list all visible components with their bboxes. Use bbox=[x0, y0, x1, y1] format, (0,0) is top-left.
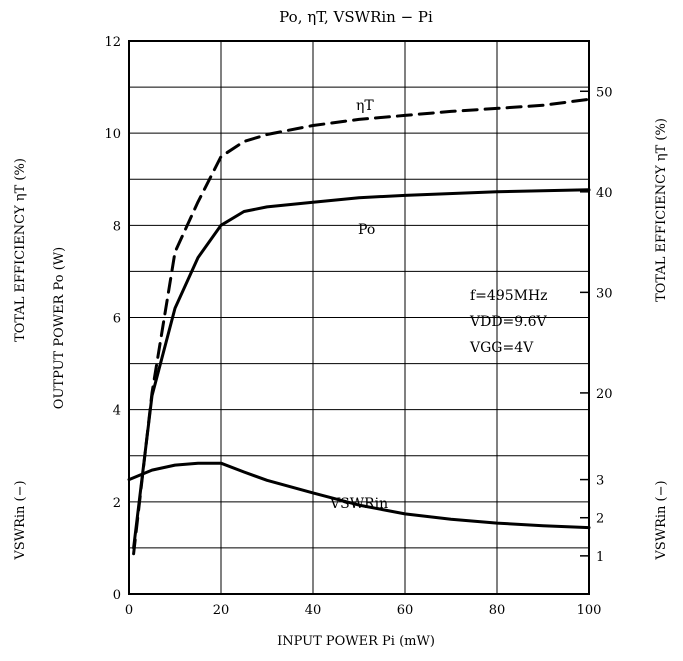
x-tick-label: 100 bbox=[577, 603, 602, 618]
right-efficiency-tick-label: 20 bbox=[596, 387, 613, 402]
condition-vgg: VGG=4V bbox=[469, 340, 534, 356]
condition-freq: f=495MHz bbox=[470, 288, 548, 304]
series-po-line bbox=[132, 188, 591, 550]
chart-title: Po, ηT, VSWRin − Pi bbox=[279, 8, 433, 26]
series-lines bbox=[127, 97, 591, 556]
left-label-vswr: VSWRin (−) bbox=[13, 480, 28, 560]
condition-vdd: VDD=9.6V bbox=[469, 314, 548, 330]
left-label-power: OUTPUT POWER Po (W) bbox=[52, 247, 67, 409]
series-label-po: Po bbox=[358, 222, 375, 238]
x-tick-label: 60 bbox=[397, 603, 414, 618]
y-tick-label: 8 bbox=[113, 219, 121, 234]
right-vswr-tick-label: 1 bbox=[596, 550, 604, 565]
x-tick-label: 80 bbox=[489, 603, 506, 618]
right-vswr-tick-label: 2 bbox=[596, 512, 604, 527]
right-efficiency-tick-label: 50 bbox=[596, 85, 613, 100]
x-axis-label: INPUT POWER Pi (mW) bbox=[277, 634, 435, 649]
x-tick-label: 20 bbox=[213, 603, 230, 618]
y-tick-label: 6 bbox=[113, 312, 121, 327]
y-tick-label: 4 bbox=[113, 404, 121, 419]
series-label-vswr: VSWRin bbox=[329, 496, 388, 512]
right-vswr-tick-label: 3 bbox=[596, 474, 604, 489]
right-label-efficiency: TOTAL EFFICIENCY ηT (%) bbox=[654, 118, 669, 302]
x-tick-label: 0 bbox=[125, 603, 133, 618]
x-tick-label: 40 bbox=[305, 603, 322, 618]
grid bbox=[129, 41, 589, 594]
y-tick-label: 10 bbox=[104, 127, 121, 142]
series-eta-line bbox=[132, 97, 591, 556]
right-efficiency-tick-label: 30 bbox=[596, 286, 613, 301]
y-tick-label: 0 bbox=[113, 588, 121, 603]
left-label-efficiency: TOTAL EFFICIENCY ηT (%) bbox=[13, 158, 28, 342]
series-label-eta: ηT bbox=[356, 98, 374, 114]
right-label-vswr: VSWRin (−) bbox=[654, 480, 669, 560]
plot-frame bbox=[128, 40, 590, 595]
y-tick-label: 2 bbox=[113, 496, 121, 511]
series-vswr-line bbox=[127, 461, 591, 530]
right-efficiency-tick-label: 40 bbox=[596, 186, 613, 201]
y-tick-label: 12 bbox=[104, 35, 121, 50]
